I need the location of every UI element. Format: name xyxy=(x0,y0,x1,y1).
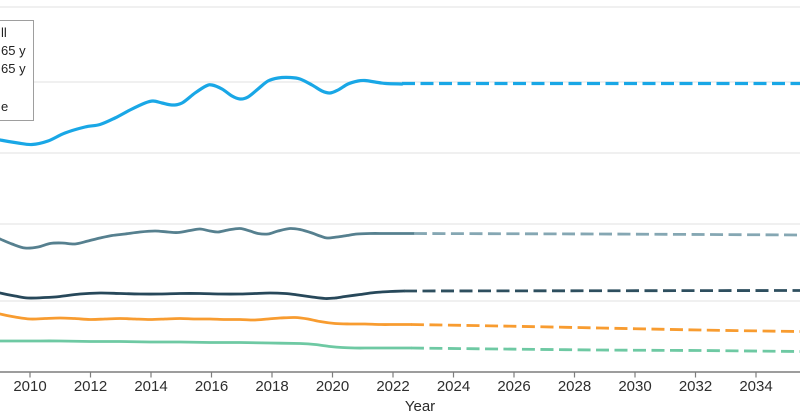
series-navy-middle-observed xyxy=(0,289,406,300)
x-tick-label: 2028 xyxy=(558,378,591,395)
x-tick-label: 2018 xyxy=(255,378,288,395)
x-tick-label: 2014 xyxy=(134,378,167,395)
x-tick-label: 2026 xyxy=(497,378,530,395)
x-tick-label: 2024 xyxy=(437,378,470,395)
x-tick-label: 2016 xyxy=(195,378,228,395)
x-tick-label: 2010 xyxy=(13,378,46,395)
series-cyan-top-observed xyxy=(0,75,404,147)
x-tick-label: 2032 xyxy=(679,378,712,395)
series-green-bottom-projection xyxy=(410,346,800,353)
legend-entry-fragment-2: 65 y xyxy=(1,43,26,58)
x-tick-label: 2034 xyxy=(739,378,772,395)
series-navy-middle-projection xyxy=(403,289,800,293)
series-green-bottom-observed xyxy=(0,339,413,350)
x-axis-title: Year xyxy=(404,398,436,415)
legend-entry-fragment-1: ll xyxy=(1,25,7,40)
legend-entry-fragment-4: e xyxy=(1,99,9,114)
series-slate-upper-middle-projection xyxy=(413,232,800,237)
series-orange-lower-projection xyxy=(410,323,800,333)
legend-entry-fragment-3: 65 y xyxy=(1,61,26,76)
x-tick-label: 2022 xyxy=(376,378,409,395)
x-tick-label: 2012 xyxy=(74,378,107,395)
x-tick-label: 2020 xyxy=(316,378,349,395)
series-orange-lower-observed xyxy=(0,312,413,326)
series-slate-upper-middle-observed xyxy=(0,227,416,250)
x-tick-label: 2030 xyxy=(618,378,651,395)
legend-box xyxy=(0,20,34,121)
